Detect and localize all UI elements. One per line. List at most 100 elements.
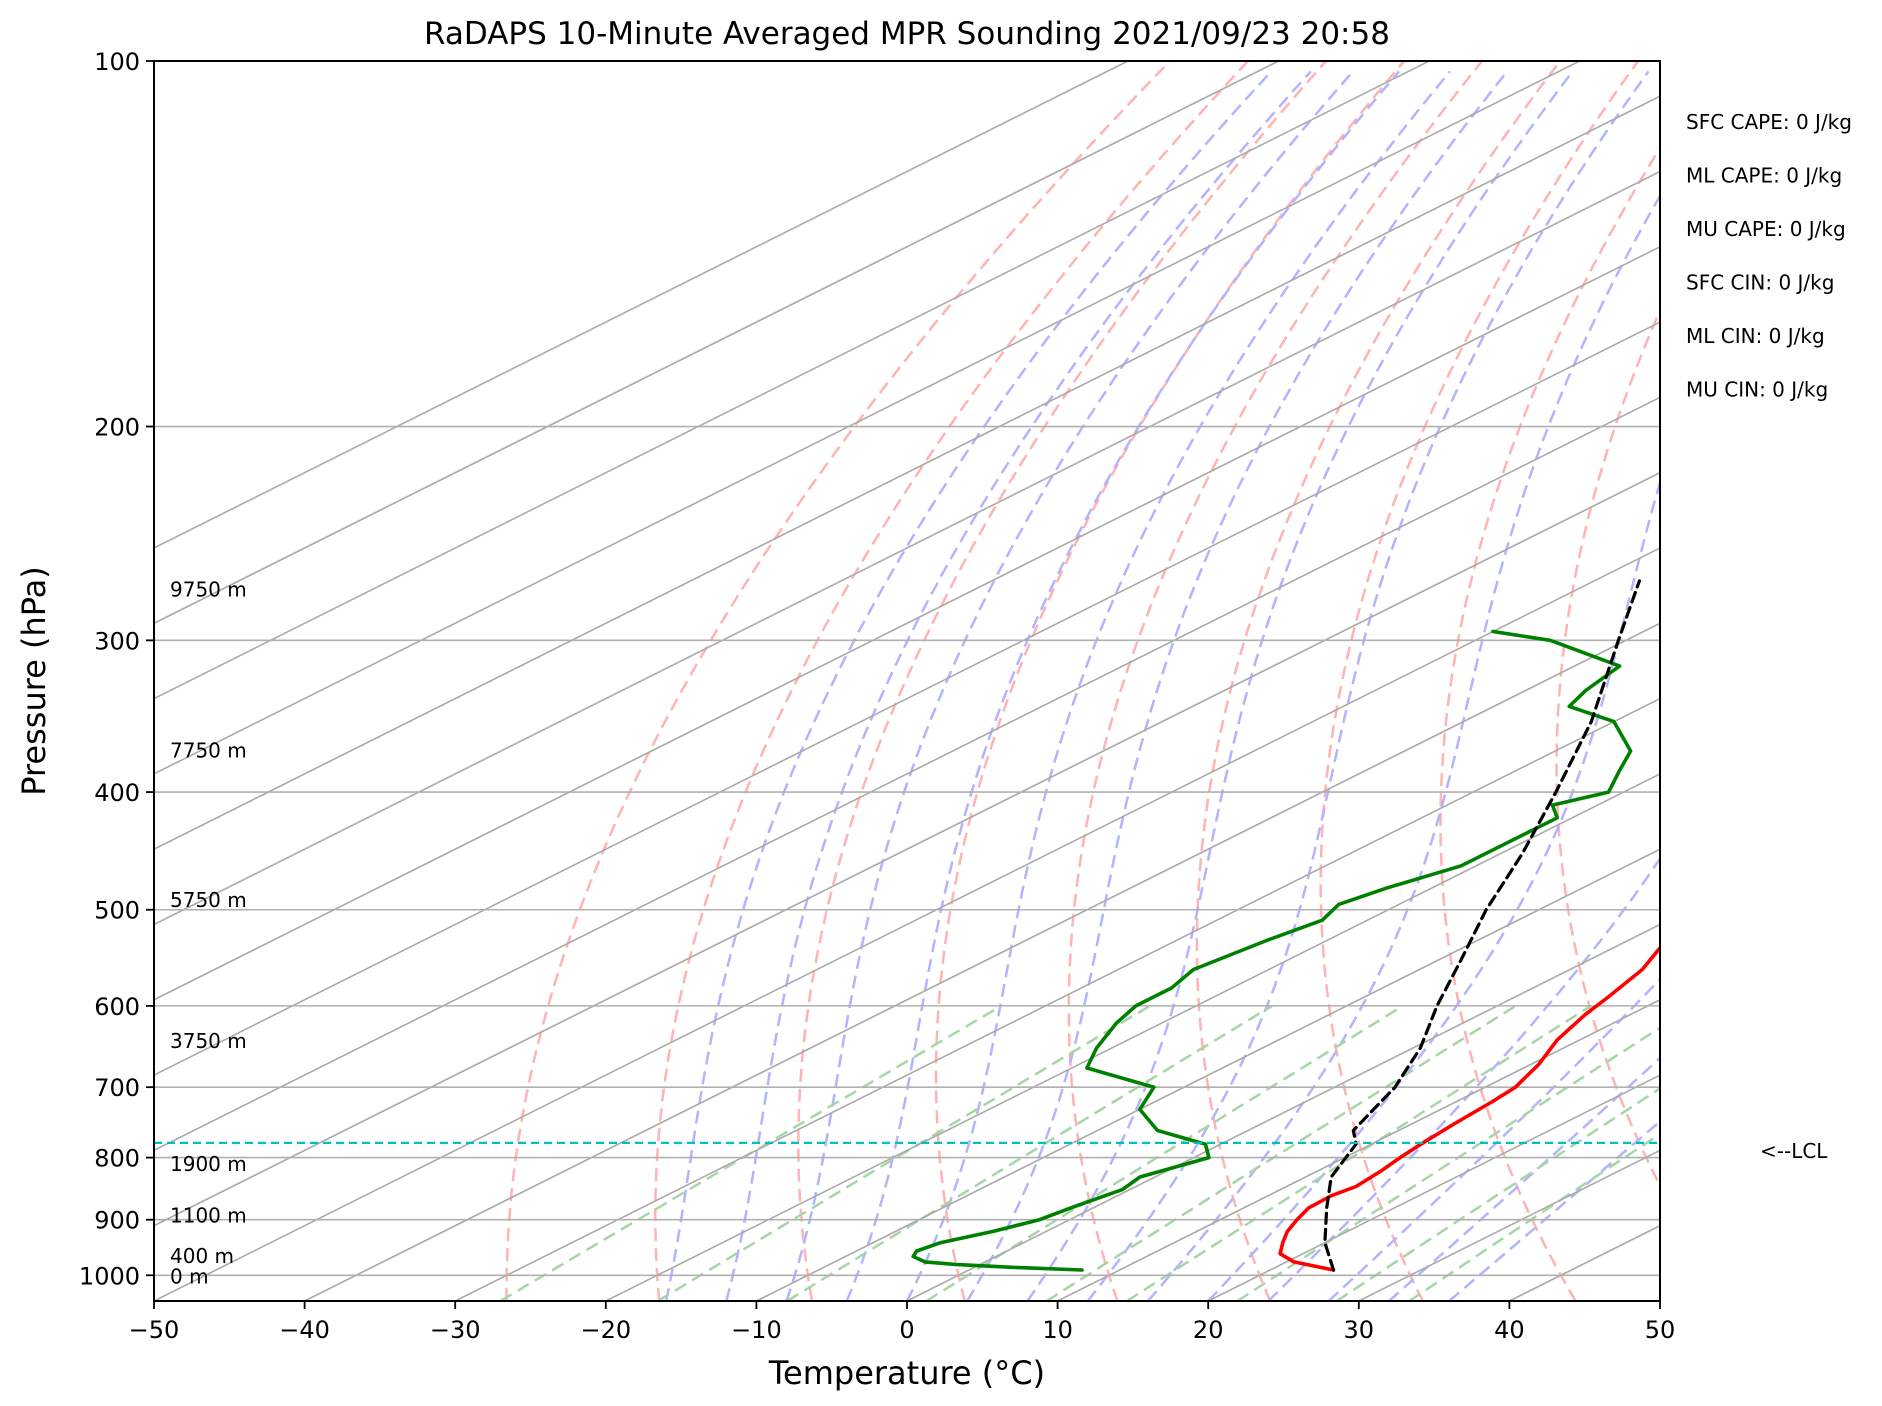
x-tick-label: 50 (1645, 1316, 1676, 1344)
x-tick-label: −10 (731, 1316, 782, 1344)
y-tick-label: 600 (94, 993, 140, 1021)
isotherm-line (154, 61, 1581, 775)
x-tick-label: 10 (1042, 1316, 1073, 1344)
isotherm-line (1358, 1149, 1660, 1301)
x-tick-label: −20 (580, 1316, 631, 1344)
height-label: 400 m (170, 1244, 234, 1268)
isotherm-line (154, 245, 1660, 1001)
moist-adiabat (1267, 856, 1660, 1301)
stability-index-text: SFC CAPE: 0 J/kg (1686, 110, 1852, 134)
stability-index-text: MU CIN: 0 J/kg (1686, 378, 1828, 402)
isotherm-line (154, 471, 1660, 1227)
isotherm-line (454, 697, 1660, 1301)
isotherm-line (1057, 998, 1660, 1301)
sounding-profiles (911, 579, 1660, 1272)
mixing-ratio-line (1236, 1026, 1660, 1301)
dry-adiabat (1555, 307, 1660, 1189)
isotherm-line (1509, 1224, 1660, 1301)
moist-adiabat (785, 70, 1354, 1301)
y-tick-label: 200 (94, 414, 140, 442)
stability-indices: SFC CAPE: 0 J/kg ML CAPE: 0 J/kg MU CAPE: … (1686, 110, 1852, 402)
dry-adiabat (797, 61, 1328, 1301)
dry-adiabat (1669, 61, 1881, 1301)
moist-adiabat (1327, 977, 1660, 1301)
mixing-ratio-line (657, 1004, 1151, 1301)
dewpoint-profile (911, 629, 1633, 1272)
x-tick-label: −40 (279, 1316, 330, 1344)
isotherm-line (154, 170, 1660, 926)
mixing-ratio-line (1336, 1087, 1660, 1301)
x-tick-label: 0 (899, 1316, 914, 1344)
dry-adiabat (1195, 61, 1562, 1301)
isotherm-line (1207, 1074, 1660, 1301)
moist-adiabat (845, 70, 1400, 1301)
moist-adiabat (1147, 193, 1660, 1301)
height-labels: 9750 m 7750 m 5750 m 3750 m 1900 m 1100 m 400 … (170, 578, 247, 1289)
lcl-label: <--LCL (1760, 1139, 1828, 1163)
x-axis-ticks: −50 −40 −30 −20 −10 0 10 20 30 40 50 (129, 1301, 1676, 1344)
y-axis-label: Pressure (hPa) (15, 566, 53, 796)
moist-adiabat (1086, 70, 1650, 1301)
height-label: 1100 m (170, 1203, 247, 1227)
x-tick-label: −30 (430, 1316, 481, 1344)
stability-index-text: ML CIN: 0 J/kg (1686, 324, 1825, 348)
height-label: 9750 m (170, 578, 247, 602)
height-label: 7750 m (170, 739, 247, 763)
y-tick-label: 900 (94, 1207, 140, 1235)
height-label: 5750 m (170, 888, 247, 912)
mixing-ratio-line (499, 1004, 1002, 1301)
isotherm-line (154, 61, 1430, 700)
x-tick-label: 20 (1193, 1316, 1224, 1344)
x-tick-label: −50 (129, 1316, 180, 1344)
x-tick-label: 30 (1344, 1316, 1375, 1344)
dry-adiabat (1439, 145, 1660, 1301)
pressure-gridlines (154, 60, 1660, 1277)
isotherm-line (154, 95, 1660, 851)
y-tick-label: 1000 (79, 1262, 140, 1290)
dry-adiabat (934, 61, 1406, 1301)
y-tick-label: 700 (94, 1074, 140, 1102)
stability-index-text: SFC CIN: 0 J/kg (1686, 271, 1834, 295)
moist-adiabat (664, 70, 1273, 1301)
isotherm-line (304, 622, 1660, 1301)
mixing-ratio-line (1126, 1004, 1592, 1301)
y-tick-label: 100 (94, 48, 140, 76)
mixing-ratio-line (925, 1004, 1404, 1301)
lcl-marker: <--LCL (154, 1139, 1828, 1163)
dry-adiabat (1778, 61, 1882, 1301)
isotherm-line (154, 61, 1279, 625)
moist-adiabat (1207, 478, 1660, 1301)
isotherm-line (154, 61, 1129, 549)
y-axis-ticks: 100 200 300 400 500 600 700 800 900 1000 (79, 48, 154, 1290)
moist-adiabat (1388, 1056, 1660, 1301)
chart-title: RaDAPS 10-Minute Averaged MPR Sounding 2… (424, 16, 1390, 52)
isotherm-line (154, 321, 1660, 1076)
isotherm-line (154, 547, 1660, 1301)
mixing-ratio-line (1408, 1132, 1660, 1301)
dry-adiabat (654, 61, 1250, 1301)
height-label: 3750 m (170, 1029, 247, 1053)
y-tick-label: 400 (94, 779, 140, 807)
stability-index-text: MU CAPE: 0 J/kg (1686, 217, 1846, 241)
y-tick-label: 500 (94, 897, 140, 925)
isotherm-line (906, 923, 1660, 1301)
x-tick-label: 40 (1494, 1316, 1525, 1344)
dry-adiabat (505, 61, 1171, 1301)
dry-adiabat (1067, 61, 1484, 1301)
moist-adiabat (905, 70, 1451, 1301)
height-label: 0 m (170, 1264, 209, 1288)
isotherm-line (756, 848, 1660, 1301)
mixing-ratio-line (786, 1004, 1273, 1301)
parcel-profile (1323, 579, 1641, 1272)
moist-adiabat (1026, 70, 1574, 1301)
isotherm-line (1659, 1300, 1660, 1301)
x-axis-label: Temperature (°C) (768, 1354, 1045, 1392)
height-label: 1900 m (170, 1152, 247, 1176)
y-tick-label: 800 (94, 1145, 140, 1173)
reference-lines (154, 61, 1882, 1301)
moist-adiabat (1448, 1119, 1660, 1301)
y-tick-label: 300 (94, 627, 140, 655)
stability-index-text: ML CAPE: 0 J/kg (1686, 164, 1842, 188)
temperature-profile (1278, 945, 1660, 1272)
